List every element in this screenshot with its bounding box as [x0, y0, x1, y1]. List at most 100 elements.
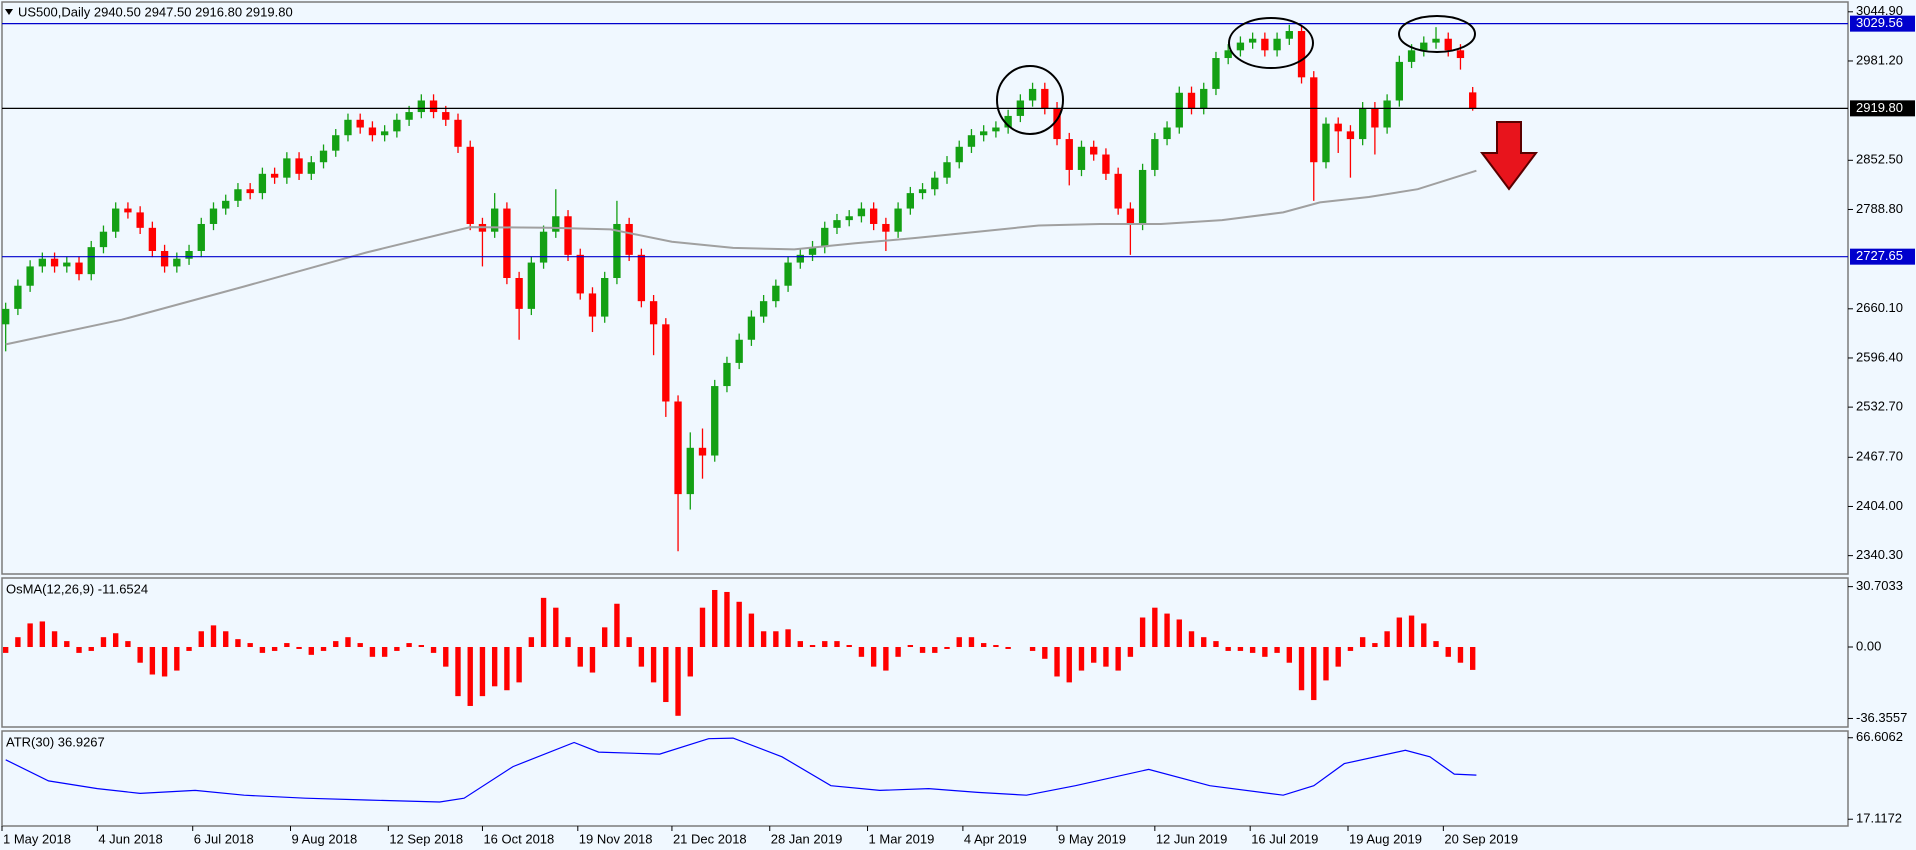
candle-body: [955, 146, 963, 163]
histogram-bar: [1457, 646, 1464, 663]
x-tick-label: 12 Sep 2018: [389, 831, 463, 846]
histogram-bar: [125, 641, 131, 647]
candle-body: [1310, 77, 1318, 163]
candle-body: [735, 339, 743, 363]
candle-body: [1090, 146, 1098, 155]
histogram-bar: [553, 607, 559, 647]
candle-body: [1028, 88, 1037, 101]
histogram-bar: [736, 601, 742, 647]
candle-body: [967, 135, 976, 147]
x-tick-label: 20 Sep 2019: [1444, 831, 1518, 846]
candle-body: [992, 127, 1000, 132]
histogram-bar: [712, 589, 718, 647]
candle-body: [1432, 38, 1440, 43]
candle-body: [332, 135, 340, 151]
histogram-bar: [773, 631, 779, 647]
candle-body: [1273, 38, 1281, 51]
histogram-bar: [357, 643, 363, 647]
candle-body: [429, 100, 438, 113]
candle-body: [307, 162, 315, 174]
candle-body: [637, 254, 646, 302]
histogram-bar: [1445, 646, 1451, 657]
y-tick-label: 66.6062: [1856, 729, 1903, 744]
chart-title: US500,Daily 2940.50 2947.50 2916.80 2919…: [18, 4, 293, 19]
histogram-bar: [174, 646, 180, 671]
candle-body: [270, 173, 279, 178]
candle-body: [442, 112, 450, 120]
x-tick-label: 6 Jul 2018: [194, 831, 254, 846]
candle-body: [759, 301, 768, 317]
level-label-box: [1850, 248, 1915, 265]
histogram-bar: [137, 646, 143, 663]
candle-body: [99, 231, 108, 248]
candle-body: [576, 254, 584, 294]
candle-body: [1322, 123, 1330, 163]
candle-body: [1102, 154, 1110, 174]
candle-body: [258, 173, 267, 194]
histogram-bar: [1152, 607, 1158, 647]
histogram-bar: [895, 646, 901, 657]
histogram-bar: [443, 646, 449, 667]
candle-body: [136, 212, 144, 228]
histogram-bar: [785, 629, 791, 647]
histogram-bar: [1139, 617, 1146, 647]
candle-body: [1358, 108, 1367, 140]
candle-body: [931, 177, 939, 190]
candle-body: [1383, 100, 1391, 128]
histogram-bar: [198, 631, 204, 647]
histogram-bar: [870, 646, 877, 667]
candle-body: [295, 158, 303, 174]
candle-body: [686, 447, 694, 495]
histogram-bar: [1311, 646, 1317, 701]
histogram-bar: [39, 621, 46, 647]
candle-body: [173, 258, 181, 267]
histogram-bar: [320, 646, 327, 651]
candle-body: [344, 119, 352, 136]
candle-body: [1212, 58, 1220, 89]
histogram-bar: [1201, 637, 1207, 647]
y-tick-label: 3044.90: [1856, 3, 1903, 18]
candle-body: [63, 262, 71, 267]
candle-body: [112, 208, 120, 232]
histogram-bar: [626, 637, 632, 647]
highlight-ellipse: [1228, 17, 1314, 69]
histogram-bar: [271, 646, 278, 651]
histogram-bar: [1029, 646, 1036, 651]
histogram-bar: [27, 623, 33, 647]
histogram-bar: [504, 646, 510, 691]
candle-body: [1297, 31, 1306, 78]
histogram-bar: [2, 646, 9, 653]
x-tick-label: 9 May 2019: [1058, 831, 1126, 846]
histogram-bar: [235, 639, 241, 647]
candle-body: [1469, 92, 1477, 109]
y-tick-label: 2788.80: [1856, 201, 1903, 216]
candle-body: [1407, 50, 1416, 62]
histogram-bar: [1078, 646, 1085, 671]
histogram-bar: [479, 646, 486, 697]
histogram-bar: [64, 641, 70, 647]
histogram-bar: [663, 646, 669, 703]
histogram-bar: [1249, 646, 1256, 653]
candle-body: [1224, 50, 1232, 59]
candle-body: [234, 189, 242, 201]
candle-body: [564, 216, 572, 255]
candle-body: [918, 189, 927, 194]
histogram-bar: [577, 646, 583, 667]
candle-body: [491, 208, 499, 232]
candle-body: [1456, 50, 1465, 59]
candle-body: [552, 216, 560, 232]
candle-body: [1200, 88, 1208, 109]
histogram-bar: [565, 637, 571, 647]
histogram-bar: [1433, 641, 1439, 647]
histogram-bar: [1115, 646, 1121, 671]
histogram-bar: [369, 646, 376, 657]
histogram-bar: [1408, 615, 1415, 647]
histogram-bar: [467, 646, 473, 706]
histogram-bar: [809, 645, 816, 647]
histogram-bar: [247, 643, 253, 647]
candle-body: [148, 227, 157, 251]
histogram-bar: [491, 646, 498, 687]
candle-body: [356, 119, 364, 128]
candle-body: [1126, 208, 1135, 224]
